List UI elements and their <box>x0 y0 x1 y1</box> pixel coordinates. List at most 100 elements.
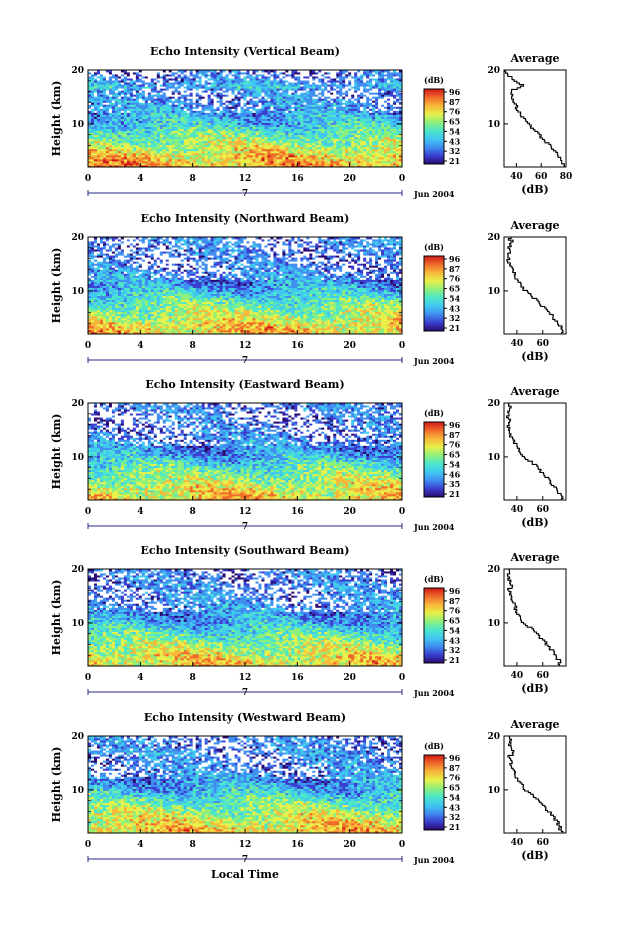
heatmap-cell <box>117 120 122 123</box>
heatmap-cell <box>117 132 128 136</box>
heatmap-cell <box>225 134 229 138</box>
heatmap-cell <box>150 156 155 160</box>
heatmap-cell <box>213 140 217 144</box>
heatmap-cell <box>183 106 191 109</box>
heatmap-cell <box>171 156 182 160</box>
heatmap-cell <box>249 124 256 127</box>
heatmap-cell <box>156 124 161 127</box>
heatmap-cell <box>147 114 152 117</box>
heatmap-cell <box>201 132 206 136</box>
heatmap-cell <box>180 126 191 129</box>
heatmap-cell <box>300 162 307 166</box>
heatmap-cell <box>330 138 334 142</box>
heatmap-cell <box>279 152 283 156</box>
heatmap-cell <box>372 140 379 144</box>
heatmap-cell <box>147 140 152 144</box>
heatmap-cell <box>99 126 104 129</box>
heatmap-cell <box>288 152 295 156</box>
heatmap-cell <box>213 154 235 158</box>
heatmap-cell <box>372 144 379 148</box>
heatmap-cell <box>108 118 113 121</box>
heatmap-cell <box>102 138 107 142</box>
heatmap-cell <box>156 132 161 136</box>
heatmap-cell <box>165 114 170 117</box>
heatmap-cell <box>303 128 310 132</box>
heatmap-cell <box>111 134 119 138</box>
heatmap-cell <box>363 156 367 160</box>
heatmap-cell <box>228 132 232 136</box>
heatmap-cell <box>216 110 220 113</box>
heatmap-cell <box>90 114 95 117</box>
heatmap-cell <box>384 130 391 134</box>
heatmap-cell <box>252 116 256 119</box>
heatmap-cell <box>108 144 113 148</box>
heatmap-cell <box>387 152 394 156</box>
heatmap-cell <box>147 150 152 154</box>
heatmap-cell <box>321 162 325 166</box>
heatmap-cell <box>183 124 197 127</box>
colorbar-tick-label: 65 <box>449 117 460 127</box>
heatmap-cell <box>120 144 125 148</box>
heatmap-cell <box>345 158 355 162</box>
heatmap-cell <box>327 118 343 121</box>
heatmap-cell <box>300 118 304 121</box>
heatmap-cell <box>141 154 146 158</box>
heatmap-cell <box>399 126 403 129</box>
heatmap-cell <box>270 112 274 115</box>
heatmap-cell <box>360 128 364 132</box>
heatmap-cell <box>189 126 194 129</box>
heatmap-cell <box>138 106 149 109</box>
heatmap-cell <box>129 160 134 164</box>
heatmap-cell <box>159 138 182 142</box>
heatmap-cell <box>174 118 182 121</box>
heatmap-cell <box>96 150 101 154</box>
heatmap-cell <box>303 148 307 152</box>
heatmap-cell <box>234 132 238 136</box>
heatmap-cell <box>88 150 92 154</box>
heatmap-cell <box>345 160 349 164</box>
heatmap-cell <box>216 112 223 115</box>
heatmap-cell <box>381 132 385 136</box>
heatmap-cell <box>396 138 400 142</box>
heatmap-cell <box>327 116 343 119</box>
heatmap-cell <box>123 148 128 152</box>
heatmap-cell <box>88 120 92 123</box>
heatmap-cell <box>333 132 337 136</box>
heatmap-cell <box>393 136 397 140</box>
heatmap-cell <box>279 112 283 115</box>
heatmap-cell <box>174 132 179 136</box>
heatmap-cell <box>93 138 101 142</box>
heatmap-cell <box>300 136 307 140</box>
heatmap-cell <box>243 152 250 156</box>
heatmap-cell <box>237 110 241 113</box>
heatmap-cell <box>261 110 268 113</box>
heatmap-cell <box>204 134 209 138</box>
heatmap-cell <box>150 106 158 109</box>
heatmap-cell <box>117 126 131 129</box>
heatmap-cell <box>153 112 167 115</box>
heatmap-cell <box>222 134 226 138</box>
heatmap-cell <box>195 156 200 160</box>
heatmap-cell <box>372 108 376 111</box>
heatmap-cell <box>213 122 217 125</box>
heatmap-cell <box>150 110 155 113</box>
heatmap-cell <box>324 152 328 156</box>
heatmap-cell <box>123 122 128 125</box>
heatmap-cell <box>108 148 113 152</box>
heatmap-cell <box>321 108 325 111</box>
heatmap-cell <box>318 130 322 134</box>
heatmap-cell <box>279 126 283 129</box>
heatmap-cell <box>105 138 110 142</box>
heatmap-cell <box>117 130 122 134</box>
heatmap-cell <box>210 162 214 166</box>
heatmap-cell <box>309 146 313 150</box>
heatmap-cell <box>186 110 191 113</box>
heatmap-cell <box>225 130 235 134</box>
heatmap-cell <box>258 108 265 111</box>
x-tick-label: 0 <box>85 174 91 184</box>
heatmap-cell <box>324 138 331 142</box>
heatmap-cell <box>255 114 262 117</box>
heatmap-cell <box>88 152 92 156</box>
colorbar-tick-label: 43 <box>449 136 461 146</box>
